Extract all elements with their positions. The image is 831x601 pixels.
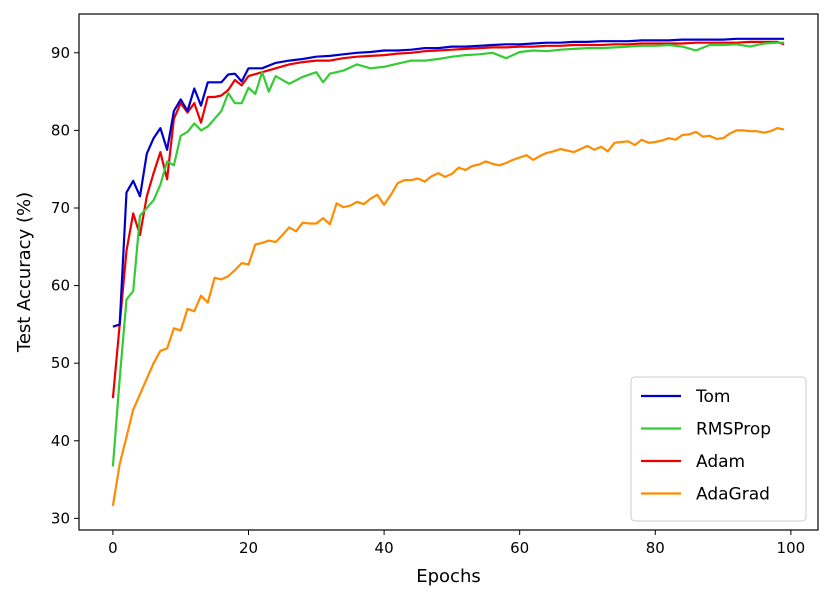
y-tick-label: 50: [51, 354, 70, 372]
legend: Tom RMSProp Adam AdaGrad: [630, 376, 807, 522]
x-axis: 0 20 40 60 80 100: [108, 530, 805, 557]
x-tick-label: 100: [777, 539, 806, 557]
series-line-rmsprop: [111, 41, 785, 467]
series-line-adam: [111, 40, 785, 399]
x-tick-label: 40: [375, 539, 394, 557]
plot-lines: [111, 37, 785, 507]
x-axis-label: Epochs: [416, 566, 481, 587]
y-axis: 30 40 50 60 70 80 90: [51, 44, 79, 527]
legend-label: Tom: [695, 387, 730, 407]
legend-box: [630, 376, 807, 522]
x-tick-label: 60: [510, 539, 529, 557]
series-line-adagrad: [111, 127, 785, 507]
plot-frame: [78, 13, 819, 531]
y-tick-label: 90: [51, 44, 70, 62]
y-tick-label: 70: [51, 199, 70, 217]
y-axis-label: Test Accuracy (%): [14, 192, 35, 353]
y-tick-label: 30: [51, 509, 70, 527]
x-tick-label: 0: [108, 539, 118, 557]
y-tick-label: 60: [51, 277, 70, 295]
x-tick-label: 20: [239, 539, 258, 557]
series-line-tom: [112, 37, 785, 328]
legend-label: RMSProp: [696, 420, 771, 440]
y-tick-label: 40: [51, 432, 70, 450]
legend-label: Adam: [696, 452, 745, 472]
legend-label: AdaGrad: [696, 485, 770, 505]
y-tick-label: 80: [51, 121, 70, 139]
x-tick-label: 80: [646, 539, 665, 557]
